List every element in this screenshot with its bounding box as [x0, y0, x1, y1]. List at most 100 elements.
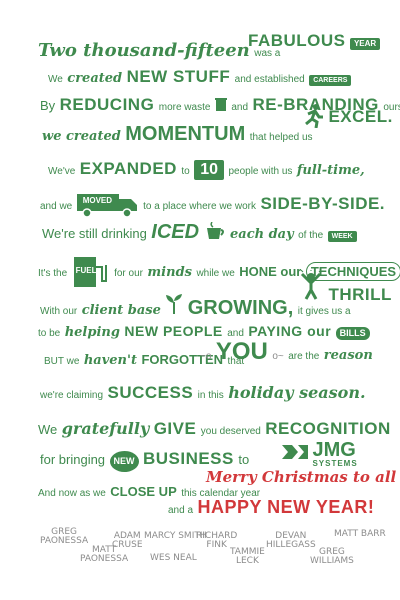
- signature-greg-williams: GREG WILLIAMS: [310, 547, 354, 567]
- text-moved: MOVED: [82, 196, 113, 205]
- swirl-right-icon: o~: [272, 351, 284, 362]
- text-are-the: are the: [288, 351, 320, 362]
- text-that-helped-us: that helped us: [249, 132, 313, 143]
- line-7: We're still drinking ICED each day of th…: [42, 221, 357, 246]
- text-for-our: for our: [114, 268, 143, 280]
- text-full-time: full-time,: [296, 163, 365, 178]
- sig-line-2: PAONESSA: [80, 554, 129, 565]
- jmg-arrows-logo-icon: [282, 441, 308, 467]
- signature-devan-hillegass: DEVAN HILLEGASS: [266, 531, 316, 551]
- line-12: we're claiming SUCCESS in this holiday s…: [40, 384, 366, 402]
- text-you: YOU: [215, 338, 268, 365]
- text-and-we: and we: [40, 201, 73, 213]
- text-its-the: It's the: [38, 268, 68, 280]
- signature-greg-paonessa: GREG PAONESSA: [40, 527, 88, 547]
- text-by: By: [40, 98, 56, 113]
- text-to-be: to be: [38, 328, 61, 339]
- text-you-deserved: you deserved: [200, 426, 261, 437]
- text-new-stuff: NEW STUFF: [126, 67, 231, 86]
- signature-matt-barr: MATT BARR: [334, 529, 386, 539]
- text-helping: helping: [64, 325, 120, 340]
- text-that: that: [227, 356, 245, 367]
- sig-line-2: FINK: [206, 540, 227, 551]
- text-we-created: we created: [42, 129, 121, 144]
- text-of-the: of the: [298, 230, 324, 242]
- truck-icon: MOVED: [76, 192, 139, 218]
- text-created: created: [67, 71, 123, 86]
- text-side-by-side: SIDE-BY-SIDE.: [260, 194, 386, 214]
- text-in-this: in this: [197, 390, 224, 401]
- fuel-pump-icon: FUEL: [72, 257, 110, 287]
- line-6: and we MOVED to a place where we work SI…: [40, 192, 385, 218]
- line-16: and a HAPPY NEW YEAR!: [168, 498, 374, 517]
- coffee-cup-icon: [204, 221, 226, 246]
- text-it-gives-us-a: it gives us a: [297, 306, 351, 317]
- text-fabulous: FABULOUS: [248, 31, 346, 50]
- text-expanded: EXPANDED: [79, 159, 177, 178]
- trash-icon: [214, 97, 227, 115]
- year-badge: YEAR: [349, 38, 381, 50]
- text-reason: reason: [323, 348, 373, 363]
- line-13: We gratefully GIVE you deserved RECOGNIT…: [38, 420, 391, 438]
- line-1: Two thousand-fifteen was a: [38, 42, 280, 60]
- text-reducing: REDUCING: [59, 95, 155, 114]
- text-and: and: [231, 102, 249, 113]
- text-each-day: each day: [230, 227, 294, 243]
- text-and-2: and: [227, 328, 244, 339]
- sig-line-2: WILLIAMS: [310, 556, 354, 567]
- sig-line-2: LECK: [235, 556, 259, 567]
- sig-line-1: RICHARD: [196, 531, 238, 541]
- swirl-left-icon: ~o: [200, 351, 212, 362]
- signature-wes-neal: WES NEAL: [150, 553, 197, 563]
- text-momentum: MOMENTUM: [125, 123, 246, 145]
- text-systems: SYSTEMS: [312, 459, 358, 468]
- sig-line-1: DEVAN: [275, 531, 307, 541]
- text-we: We: [48, 74, 63, 85]
- text-havent: haven't: [83, 353, 137, 368]
- text-jmg: JMG: [312, 439, 356, 461]
- sig-line-1: GREG: [318, 547, 345, 557]
- runner-icon: [302, 104, 324, 132]
- signature-marcy-smith: MARCY SMITH: [144, 531, 207, 541]
- text-and-established: and established: [234, 74, 305, 85]
- bills-badge: BILLS: [335, 327, 370, 340]
- text-close-up: CLOSE UP: [110, 484, 177, 499]
- week-calendar-badge: WEEK: [327, 231, 357, 243]
- you-group: ~o YOU o~ are the reason: [200, 340, 373, 364]
- line-9: With our client base GROWING, it gives u…: [40, 294, 351, 318]
- text-gratefully: gratefully: [61, 419, 150, 438]
- text-with-our: With our: [40, 306, 78, 317]
- text-and-a: and a: [168, 505, 194, 516]
- new-seal-badge: NEW: [109, 451, 139, 472]
- text-iced: ICED: [151, 221, 200, 244]
- signature-tammie-leck: TAMMIE LECK: [230, 547, 265, 567]
- text-excel: EXCEL.: [328, 107, 393, 127]
- text-two-thousand-fifteen: Two thousand-fifteen: [38, 40, 250, 61]
- sig-line-1: ADAM: [113, 531, 141, 541]
- signature-adam-cruse: ADAM CRUSE: [112, 531, 143, 551]
- text-holiday-season: holiday season.: [228, 383, 366, 402]
- careers-badge: CAREERS: [309, 75, 352, 86]
- text-thrill: THRILL: [328, 285, 392, 304]
- line-2: We created NEW STUFF and established CAR…: [48, 67, 352, 86]
- text-to-2: to: [238, 452, 250, 467]
- text-but-we: BUT we: [44, 356, 80, 367]
- line-8: It's the FUEL for our minds while we HON…: [38, 257, 400, 287]
- line-4: we created MOMENTUM that helped us: [42, 124, 313, 144]
- text-still-drinking: We're still drinking: [42, 226, 147, 242]
- text-paying-our: PAYING our: [248, 323, 332, 339]
- text-client-base: client base: [81, 303, 161, 318]
- text-to-a-place: to a place where we work: [143, 201, 256, 213]
- sig-line-1: TAMMIE: [230, 547, 265, 557]
- text-forgotten: FORGOTTEN: [141, 352, 224, 367]
- sig-line-1: MARCY SMITH: [144, 531, 207, 541]
- text-we-2: We: [38, 422, 58, 437]
- text-ourselves: ourselves.: [383, 102, 400, 113]
- signature-richard-fink: RICHARD FINK: [196, 531, 238, 551]
- cheering-person-icon: [298, 269, 324, 304]
- thrill-group: THRILL: [298, 269, 392, 304]
- text-this-calendar-year: this calendar year: [181, 488, 261, 499]
- text-happy-new-year: HAPPY NEW YEAR!: [197, 497, 375, 517]
- sig-line-2: CRUSE: [112, 540, 143, 551]
